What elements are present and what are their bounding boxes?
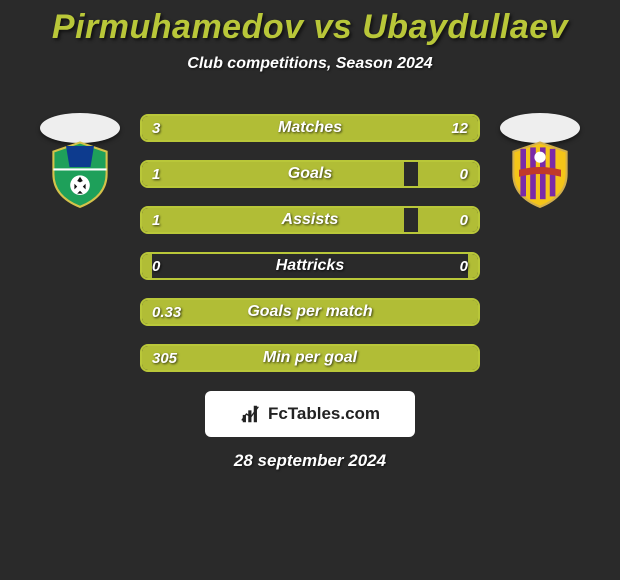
stat-label: Assists xyxy=(142,211,478,229)
site-badge[interactable]: FcTables.com xyxy=(205,391,415,437)
stat-bar: 0 Hattricks 0 xyxy=(140,252,480,280)
stat-bar: 305 Min per goal xyxy=(140,344,480,372)
stat-row-min-per-goal: 305 Min per goal xyxy=(0,335,620,381)
stat-right-value: 0 xyxy=(460,212,468,229)
stat-label: Hattricks xyxy=(142,257,478,275)
stat-label: Goals xyxy=(142,165,478,183)
site-name: FcTables.com xyxy=(268,404,380,424)
stat-row-assists: 1 Assists 0 xyxy=(0,197,620,243)
date-label: 28 september 2024 xyxy=(0,451,620,471)
stat-bar: 0.33 Goals per match xyxy=(140,298,480,326)
stat-label: Matches xyxy=(142,119,478,137)
stat-bar: 3 Matches 12 xyxy=(140,114,480,142)
stat-right-value: 0 xyxy=(460,166,468,183)
comparison-card: Pirmuhamedov vs Ubaydullaev Club competi… xyxy=(0,0,620,471)
page-title: Pirmuhamedov vs Ubaydullaev xyxy=(0,8,620,47)
stat-row-goals: 1 Goals 0 xyxy=(0,151,620,197)
stat-row-hattricks: 0 Hattricks 0 xyxy=(0,243,620,289)
club-right-crest-slot xyxy=(480,151,600,197)
stat-right-value: 0 xyxy=(460,258,468,275)
stat-bar: 1 Assists 0 xyxy=(140,206,480,234)
stat-label: Goals per match xyxy=(142,303,478,321)
club-left-crest-slot xyxy=(20,151,140,197)
stat-label: Min per goal xyxy=(142,349,478,367)
bar-chart-icon xyxy=(240,403,262,425)
stat-right-value: 12 xyxy=(451,120,468,137)
subtitle: Club competitions, Season 2024 xyxy=(0,55,620,73)
stat-bar: 1 Goals 0 xyxy=(140,160,480,188)
stat-row-goals-per-match: 0.33 Goals per match xyxy=(0,289,620,335)
